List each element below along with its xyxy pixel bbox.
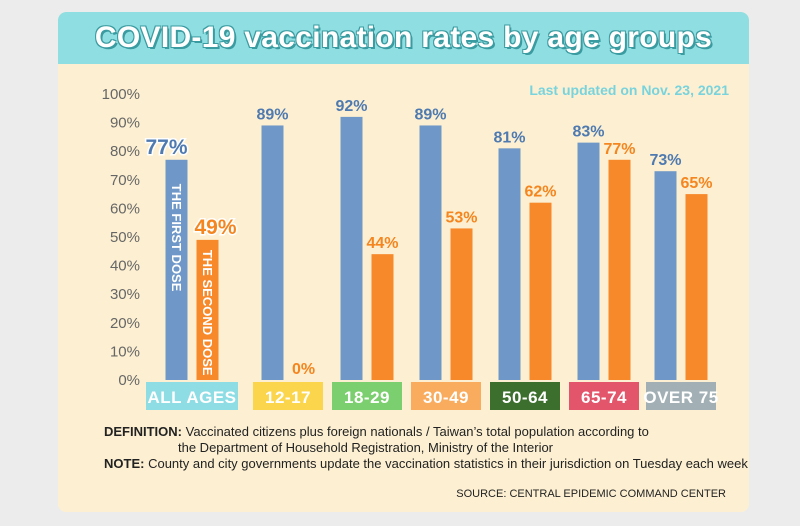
data-label-second-dose: 44%	[366, 235, 398, 252]
bar-first-dose	[654, 171, 677, 380]
category-tick-label: 50-64	[502, 388, 548, 407]
data-label-second-dose: 0%	[292, 361, 315, 378]
y-tick-label: 50%	[110, 229, 140, 246]
y-tick-label: 40%	[110, 258, 140, 275]
y-tick-label: 60%	[110, 200, 140, 217]
data-label-second-dose: 62%	[524, 184, 556, 201]
bar-first-dose	[340, 116, 363, 380]
category-label-box	[146, 382, 238, 410]
data-label-first-dose: 92%	[335, 98, 367, 115]
y-tick-label: 10%	[110, 343, 140, 360]
data-label-first-dose: 73%	[649, 152, 681, 169]
definition-text-1: Vaccinated citizens plus foreign nationa…	[185, 424, 649, 439]
bar-second-dose	[371, 254, 394, 380]
data-label-first-dose: 77%	[145, 136, 187, 159]
title-bar: COVID-19 vaccination rates by age groups	[58, 12, 749, 64]
data-label-second-dose: 49%	[194, 216, 236, 239]
y-tick-label: 20%	[110, 315, 140, 332]
definition-line-1: DEFINITION: Vaccinated citizens plus for…	[104, 424, 744, 440]
y-tick-label: 90%	[110, 115, 140, 132]
bar-first-dose	[261, 125, 284, 381]
series-name-first-dose: THE FIRST DOSE	[169, 184, 184, 292]
definition-label: DEFINITION:	[104, 424, 182, 439]
bar-first-dose	[498, 148, 521, 380]
data-label-first-dose: 89%	[414, 106, 446, 123]
category-label-box	[569, 382, 639, 410]
bar-second-dose	[529, 202, 552, 380]
source-credit: SOURCE: CENTRAL EPIDEMIC COMMAND CENTER	[456, 488, 726, 500]
data-label-first-dose: 89%	[256, 106, 288, 123]
note-line: NOTE: County and city governments update…	[104, 456, 748, 472]
bar-second-dose	[608, 159, 631, 380]
category-tick-label: 30-49	[423, 388, 469, 407]
definition-text-2: the Department of Household Registration…	[178, 440, 554, 455]
y-tick-label: 100%	[102, 86, 140, 103]
last-updated: Last updated on Nov. 23, 2021	[529, 82, 729, 98]
y-tick-label: 70%	[110, 172, 140, 189]
bar-second-dose	[450, 228, 473, 380]
chart-title: COVID-19 vaccination rates by age groups	[94, 21, 713, 54]
bar-first-dose	[165, 159, 188, 380]
data-label-second-dose: 65%	[680, 175, 712, 192]
series-name-second-dose: THE SECOND DOSE	[200, 250, 215, 376]
bar-second-dose	[196, 239, 219, 380]
data-label-first-dose: 83%	[572, 124, 604, 141]
y-tick-label: 80%	[110, 143, 140, 160]
category-label-box	[646, 382, 716, 410]
y-tick-label: 30%	[110, 286, 140, 303]
bar-first-dose	[577, 142, 600, 380]
category-label-box	[411, 382, 481, 410]
category-label-box	[490, 382, 560, 410]
bar-first-dose	[419, 125, 442, 381]
notes-block: DEFINITION: Vaccinated citizens plus for…	[104, 424, 748, 472]
category-tick-label: 12-17	[265, 388, 311, 407]
category-tick-label: 18-29	[344, 388, 390, 407]
category-label-box	[253, 382, 323, 410]
y-tick-label: 0%	[118, 372, 140, 389]
data-label-first-dose: 81%	[493, 129, 525, 146]
category-tick-label: OVER 75	[643, 388, 718, 407]
category-label-box	[332, 382, 402, 410]
note-label: NOTE:	[104, 456, 145, 471]
note-text: County and city governments update the v…	[148, 456, 748, 471]
data-label-second-dose: 53%	[445, 209, 477, 226]
data-label-second-dose: 77%	[603, 141, 635, 158]
bar-second-dose	[685, 194, 708, 380]
category-tick-label: ALL AGES	[147, 388, 236, 407]
category-tick-label: 65-74	[581, 388, 627, 407]
